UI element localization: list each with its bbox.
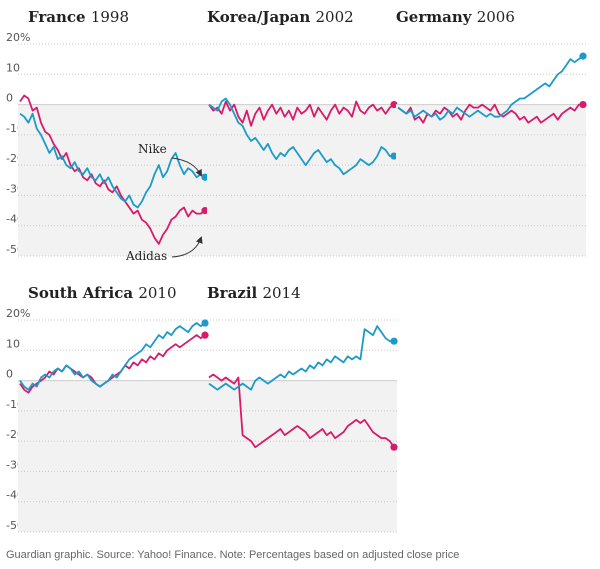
panel-title-year: 2010 [138,284,176,302]
adidas-end-dot [201,331,209,339]
panel-title: Germany 2006 [396,8,515,26]
adidas-line [208,373,395,449]
y-tick-label: 20% [6,307,30,320]
adidas-end-dot [390,443,398,451]
y-tick-label: 10 [6,61,20,74]
adidas-line [19,94,206,245]
world-cup-stock-chart: -50-40-30-20-1001020%-50-40-30-20-100102… [6,8,587,533]
panel-title: France 1998 [28,8,129,26]
nike-arrow [171,157,202,177]
panel-title-country: South Africa [28,284,138,302]
nike-end-dot [390,152,398,160]
panel-title: South Africa 2010 [28,284,177,302]
panel-title-country: Korea/Japan [207,8,316,26]
panel-title-year: 1998 [91,8,129,26]
panel-title-year: 2006 [477,8,515,26]
panel-title: Brazil 2014 [207,284,301,302]
nike-line [208,97,394,176]
adidas-line [19,334,206,394]
negative-zone [207,104,397,256]
panel-title-country: France [28,8,91,26]
negative-zone [18,380,208,532]
panel-title-country: Brazil [207,284,262,302]
adidas-end-dot [579,100,587,109]
nike-end-dot [201,173,209,181]
nike-end-dot [390,337,398,345]
nike-line [208,325,394,391]
nike-line [19,322,206,391]
y-tick-label: 20% [6,31,30,44]
negative-zone [207,380,397,532]
nike-end-dot [201,319,209,327]
y-tick-label: 0 [6,92,13,105]
nike-line [397,55,584,121]
nike-end-dot [579,52,587,60]
adidas-end-dot [201,206,209,215]
y-tick-label: 0 [6,368,13,381]
panel-title-country: Germany [396,8,477,26]
adidas-arrow [171,236,203,258]
adidas-line [208,100,395,127]
nike-annotation: Nike [138,142,167,156]
adidas-annotation: Adidas [125,249,167,263]
panel-title: Korea/Japan 2002 [207,8,354,26]
panel-title-year: 2002 [316,8,354,26]
negative-zone [18,104,208,256]
nike-line [19,112,206,209]
source-note: Guardian graphic. Source: Yahoo! Finance… [6,549,460,561]
negative-zone [396,104,586,256]
panel-title-year: 2014 [262,284,300,302]
adidas-end-dot [390,100,398,109]
y-tick-label: 10 [6,337,20,350]
